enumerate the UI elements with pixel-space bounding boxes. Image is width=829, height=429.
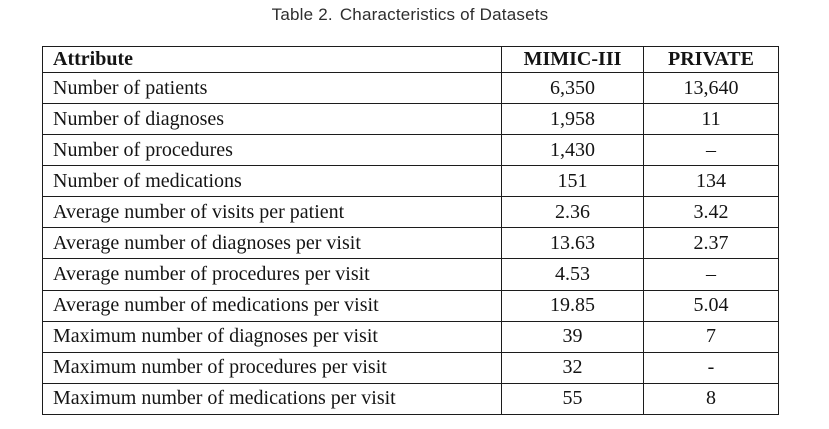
private-value-cell: 3.42 [643,196,779,229]
mimic-value-cell: 19.85 [501,289,644,322]
attribute-cell: Average number of medications per visit [42,289,502,322]
attribute-cell: Average number of procedures per visit [42,258,502,291]
private-value-cell: 8 [643,382,779,416]
private-value-cell: 7 [643,320,779,353]
table-row: Average number of medications per visit … [42,289,779,322]
mimic-value-cell: 2.36 [501,196,644,229]
mimic-value-cell: 32 [501,351,644,384]
private-value-cell: – [643,258,779,291]
table-row: Maximum number of procedures per visit 3… [42,351,779,384]
datasets-characteristics-table: Attribute MIMIC-III PRIVATE Number of pa… [42,46,779,416]
mimic-value-cell: 4.53 [501,258,644,291]
private-value-cell: 13,640 [643,71,779,105]
mimic-value-cell: 1,958 [501,103,644,136]
attribute-cell: Number of medications [42,165,502,198]
private-value-cell: - [643,351,779,384]
table-row: Average number of procedures per visit 4… [42,258,779,291]
table-row: Maximum number of diagnoses per visit 39… [42,320,779,353]
attribute-cell: Average number of visits per patient [42,196,502,229]
header-row: Attribute MIMIC-III PRIVATE [42,46,779,73]
attribute-cell: Average number of diagnoses per visit [42,227,502,260]
mimic-value-cell: 151 [501,165,644,198]
table-row: Maximum number of medications per visit … [42,382,779,416]
private-value-cell: 5.04 [643,289,779,322]
mimic-value-cell: 39 [501,320,644,353]
private-value-cell: 2.37 [643,227,779,260]
attribute-cell: Maximum number of diagnoses per visit [42,320,502,353]
column-header-attribute: Attribute [42,46,502,73]
attribute-cell: Number of patients [42,71,502,105]
caption-label: Table 2. [271,5,333,24]
private-value-cell: 11 [643,103,779,136]
table-row: Average number of diagnoses per visit 13… [42,227,779,260]
table-row: Number of patients 6,350 13,640 [42,71,779,105]
attribute-cell: Number of diagnoses [42,103,502,136]
attribute-cell: Number of procedures [42,134,502,167]
column-header-private: PRIVATE [643,46,779,73]
column-header-mimic-iii: MIMIC-III [501,46,644,73]
mimic-value-cell: 1,430 [501,134,644,167]
table-row: Number of medications 151 134 [42,165,779,198]
attribute-cell: Maximum number of procedures per visit [42,351,502,384]
caption-text: Characteristics of Datasets [339,5,549,24]
table-row: Number of procedures 1,430 – [42,134,779,167]
table-row: Average number of visits per patient 2.3… [42,196,779,229]
table-row: Number of diagnoses 1,958 11 [42,103,779,136]
mimic-value-cell: 55 [501,382,644,416]
private-value-cell: 134 [643,165,779,198]
private-value-cell: – [643,134,779,167]
mimic-value-cell: 6,350 [501,71,644,105]
table-caption: Table 2. Characteristics of Datasets [42,5,778,25]
mimic-value-cell: 13.63 [501,227,644,260]
attribute-cell: Maximum number of medications per visit [42,382,502,416]
